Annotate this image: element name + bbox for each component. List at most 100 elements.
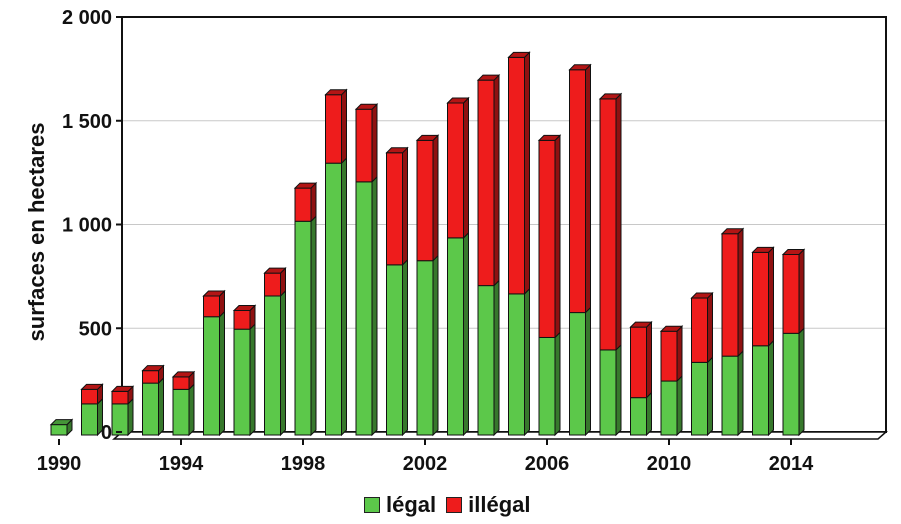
- x-tick-label: 2002: [403, 453, 448, 475]
- bar-segment-legal: [721, 349, 744, 437]
- bar-1994: [171, 370, 196, 437]
- bar-2001: [385, 146, 409, 437]
- bar-2012: [720, 227, 745, 437]
- bar-segment-illegal: [203, 289, 225, 318]
- bars: [49, 51, 806, 437]
- bar-2004: [476, 73, 501, 437]
- bar-top-cap: [415, 134, 440, 141]
- bar-1997: [263, 266, 287, 437]
- y-tick-label: 1 000: [62, 215, 112, 237]
- legend-label-legal: légal: [386, 492, 437, 517]
- bar-segment-illegal: [325, 88, 347, 165]
- bar-segment-legal: [386, 258, 408, 437]
- bar-segment-legal: [416, 254, 439, 437]
- x-tick-label: 2006: [525, 453, 570, 475]
- bar-top-cap: [751, 246, 775, 253]
- bar-segment-legal: [111, 397, 134, 437]
- bar-1990: [49, 418, 74, 437]
- bar-segment-illegal: [599, 92, 622, 352]
- bar-top-cap: [141, 365, 165, 372]
- bar-2013: [751, 246, 775, 437]
- x-tick-label: 2014: [769, 453, 814, 475]
- bar-1992: [110, 385, 135, 437]
- legend-swatch-legal: [364, 497, 380, 513]
- bar-segment-illegal: [477, 73, 500, 287]
- bar-segment-illegal: [782, 248, 805, 335]
- bar-segment-illegal: [630, 320, 652, 399]
- x-tick-label: 1990: [37, 453, 82, 475]
- bar-segment-legal: [569, 306, 591, 437]
- bar-top-cap: [537, 134, 562, 141]
- bar-segment-illegal: [691, 291, 713, 364]
- bar-top-cap: [49, 419, 74, 426]
- bar-1991: [80, 383, 104, 437]
- bar-segment-legal: [294, 215, 317, 437]
- bar-segment-legal: [691, 356, 713, 437]
- x-axis-ticks: 1990 1994 1998 2002 2006 2010 2014: [37, 439, 814, 475]
- bar-2007: [568, 63, 592, 437]
- bar-segment-illegal: [294, 181, 317, 223]
- bar-1995: [202, 289, 226, 437]
- bar-segment-legal: [660, 374, 683, 437]
- legend: légal illégal: [364, 488, 531, 522]
- bar-segment-illegal: [264, 266, 286, 298]
- bar-2011: [690, 291, 714, 437]
- bar-segment-legal: [264, 289, 286, 437]
- bar-segment-legal: [325, 156, 347, 437]
- bar-segment-illegal: [386, 146, 408, 267]
- stacked-bar-chart: 0 500 1 000 1 500 2 000 1990 1994 1998 2002 2006…: [24, 7, 888, 475]
- legend-label-illegal: illégal: [468, 492, 531, 517]
- bar-2005: [507, 51, 531, 437]
- bar-1993: [141, 364, 165, 437]
- bar-segment-illegal: [233, 304, 256, 331]
- bar-2003: [446, 96, 470, 437]
- bar-2008: [598, 92, 623, 437]
- bar-1998: [293, 181, 318, 437]
- bar-segment-illegal: [416, 134, 439, 262]
- y-axis-label: surfaces en hectares: [24, 123, 49, 342]
- bar-top-cap: [385, 147, 409, 154]
- bar-top-cap: [263, 267, 287, 274]
- bar-segment-legal: [172, 383, 195, 437]
- bar-2002: [415, 134, 440, 437]
- bar-1996: [232, 304, 257, 437]
- y-axis-ticks: 0 500 1 000 1 500 2 000: [62, 7, 122, 444]
- bar-segment-illegal: [508, 51, 530, 296]
- legend-swatch-illegal: [446, 497, 463, 513]
- bar-segment-illegal: [569, 63, 591, 314]
- y-tick-label: 0: [101, 422, 112, 444]
- bar-segment-legal: [355, 175, 378, 437]
- bar-top-cap: [629, 321, 653, 328]
- bar-segment-illegal: [538, 134, 561, 339]
- bar-top-cap: [476, 74, 501, 81]
- bar-top-cap: [202, 290, 226, 297]
- bar-segment-legal: [538, 331, 561, 437]
- bar-segment-legal: [447, 231, 469, 437]
- x-tick-label: 1994: [159, 453, 204, 475]
- x-tick-label: 1998: [281, 453, 326, 475]
- bar-top-cap: [598, 93, 623, 100]
- y-tick-label: 500: [79, 318, 112, 340]
- bar-2010: [659, 325, 684, 437]
- bar-2014: [781, 248, 806, 437]
- bar-top-cap: [171, 371, 196, 378]
- bar-top-cap: [110, 385, 135, 392]
- bar-2006: [537, 134, 562, 437]
- bar-segment-legal: [630, 391, 652, 437]
- bar-top-cap: [324, 89, 348, 96]
- bar-2009: [629, 320, 653, 437]
- bar-top-cap: [232, 305, 257, 311]
- bar-segment-illegal: [447, 96, 469, 240]
- bar-1999: [324, 88, 348, 437]
- bar-segment-legal: [477, 279, 500, 437]
- legend-item-legal: légal: [364, 492, 436, 518]
- bar-segment-illegal: [752, 246, 774, 347]
- legend-item-illegal: illégal: [446, 492, 531, 518]
- bar-top-cap: [80, 383, 104, 390]
- bar-top-cap: [690, 292, 714, 299]
- bar-segment-legal: [782, 327, 805, 437]
- bar-segment-illegal: [660, 325, 683, 383]
- bar-segment-legal: [752, 339, 774, 437]
- bar-segment-legal: [142, 376, 164, 437]
- bar-segment-legal: [203, 310, 225, 437]
